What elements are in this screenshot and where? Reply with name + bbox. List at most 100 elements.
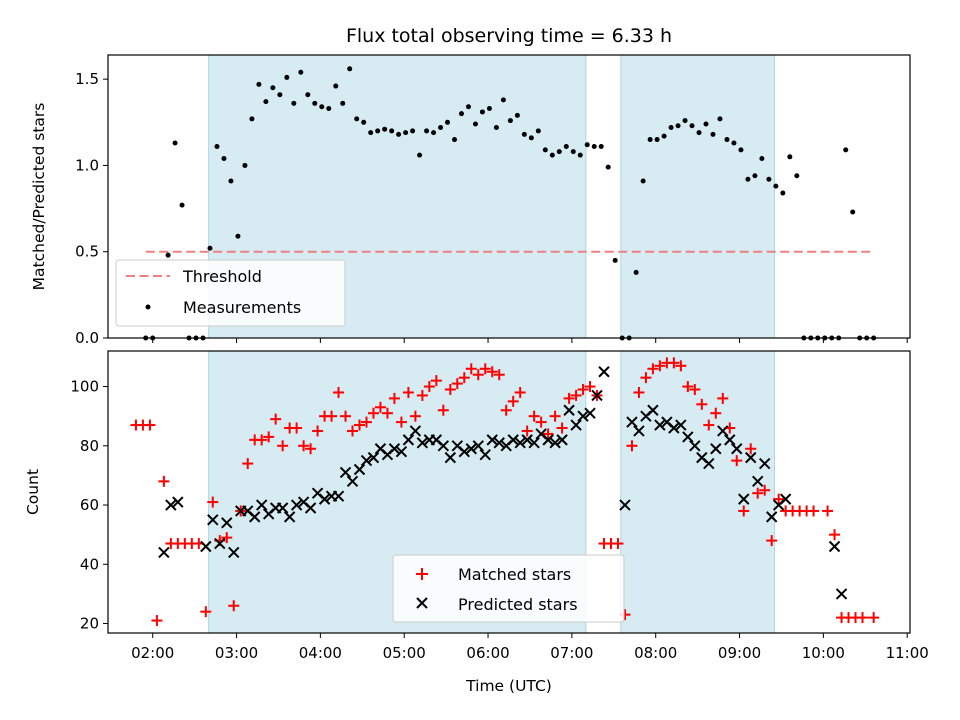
count-legend-box [392, 554, 625, 623]
predicted-star-point [668, 422, 680, 434]
measurement-point [270, 85, 276, 91]
matched-star-point [577, 384, 589, 396]
matched-star-point [326, 410, 338, 422]
predicted-star-point [556, 434, 568, 446]
predicted-star-point [465, 443, 477, 455]
predicted-star-point [682, 431, 694, 443]
predicted-star-point [745, 451, 757, 464]
matched-star-point [333, 386, 345, 398]
count-legend: Matched stars Predicted stars [392, 554, 625, 623]
measurement-point [731, 140, 737, 146]
predicted-star-point [332, 490, 345, 502]
measurement-point [703, 121, 709, 127]
measurement-point [738, 147, 744, 153]
x-tick-label: 05:00 [383, 644, 426, 662]
predicted-star-point [409, 425, 422, 437]
matched-star-point [514, 386, 526, 398]
x-tick-label: 09:00 [718, 644, 761, 662]
predicted-star-point [542, 434, 554, 446]
matched-star-point [710, 407, 722, 419]
predicted-star-point [647, 404, 659, 416]
matched-star-point [584, 381, 596, 393]
predicted-star-point [200, 540, 212, 553]
ratio-y-axis-label: Matched/Predicted stars [30, 103, 48, 291]
matched-star-point [689, 384, 701, 396]
ratio-y-tick-label: 0.0 [75, 329, 99, 347]
measurement-point [417, 152, 423, 158]
predicted-star-point [214, 537, 226, 550]
measurement-point [766, 176, 772, 182]
matched-star-point [563, 392, 575, 404]
predicted-star-point [835, 588, 848, 600]
count-y-tick-label: 100 [70, 378, 99, 396]
chart-title: Flux total observing time = 6.33 h [346, 25, 672, 47]
matched-star-point [312, 425, 324, 437]
predicted-star-point [828, 540, 841, 553]
matched-star-point [822, 505, 834, 517]
measurement-point [291, 100, 297, 106]
measurement-point [682, 118, 688, 124]
measurement-point [570, 149, 576, 155]
predicted-star-point [207, 514, 219, 526]
predicted-star-point [472, 440, 484, 452]
predicted-star-point [689, 440, 701, 452]
measurement-point [382, 126, 388, 132]
matched-star-point [144, 419, 156, 431]
x-tick-label: 04:00 [299, 644, 342, 662]
measurement-point [500, 97, 506, 103]
predicted-star-point [249, 511, 261, 523]
matched-star-point [270, 413, 282, 425]
measurement-point [528, 135, 534, 141]
measurement-point [207, 245, 213, 251]
predicted-star-point [276, 502, 289, 514]
predicted-star-point [493, 437, 505, 449]
predicted-star-point [172, 496, 184, 508]
predicted-star-point [360, 454, 373, 467]
measurement-point [396, 131, 402, 137]
measurement-point [787, 154, 793, 160]
predicted-star-point [584, 407, 596, 419]
measurement-point [472, 121, 478, 127]
predicted-star-point [388, 443, 401, 455]
x-tick-label: 06:00 [466, 644, 509, 662]
matched-star-point [521, 425, 533, 437]
measurement-point [521, 131, 527, 137]
measurement-point [368, 130, 374, 136]
measurement-point [354, 116, 360, 122]
measurement-point [424, 128, 430, 134]
measurement-point [438, 124, 444, 130]
measurement-point [319, 104, 325, 110]
ratio-y-tick-label: 0.5 [75, 243, 99, 261]
predicted-star-point [479, 448, 491, 461]
measurement-point [780, 190, 786, 196]
predicted-star-point [549, 437, 561, 449]
count-plot-frame [107, 350, 911, 634]
predicted-star-point [486, 434, 498, 446]
x-axis-label: Time (UTC) [465, 677, 552, 695]
measurement-point [347, 66, 353, 72]
measurement-point [214, 143, 220, 149]
matched-star-point [305, 443, 317, 455]
predicted-star-point [283, 511, 296, 523]
matched-star-point [479, 363, 491, 375]
measurement-point [340, 100, 346, 106]
measurement-point [514, 112, 520, 118]
matched-star-point [277, 440, 289, 452]
ratio-shaded-intervals [208, 54, 775, 339]
measurement-point [221, 156, 227, 162]
predicted-star-point [758, 457, 771, 470]
predicted-star-point [619, 499, 631, 511]
matched-star-point [868, 612, 880, 624]
measurement-point [759, 156, 765, 162]
matched-star-point [647, 363, 659, 375]
measurement-point [256, 81, 262, 87]
predicted-star-point [751, 475, 764, 488]
ratio-legend-box [115, 259, 346, 327]
measurement-point [563, 143, 569, 149]
measurement-point [577, 152, 583, 158]
matched-star-point [402, 386, 414, 398]
matched-star-point [388, 392, 400, 404]
legend-matched-label: Matched stars [458, 565, 571, 584]
measurement-point [549, 152, 555, 158]
